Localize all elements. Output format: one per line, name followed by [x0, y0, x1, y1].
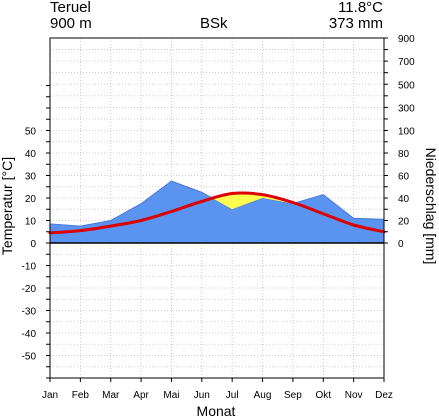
y-tick-label-left: 30 — [25, 172, 37, 183]
y-tick-label-left: 10 — [25, 217, 37, 228]
y-tick-label-right: 60 — [398, 172, 410, 183]
y-tick-label-right: 40 — [398, 194, 410, 205]
station-elevation: 900 m — [50, 15, 92, 32]
y-tick-label-right: 20 — [398, 217, 410, 228]
arid-period-area — [232, 193, 263, 210]
y-tick-label-right: 100 — [398, 127, 415, 138]
x-tick-label: Feb — [72, 390, 90, 401]
x-axis-label: Monat — [197, 403, 236, 418]
y-tick-label-left: -40 — [22, 329, 37, 340]
y-tick-label-right: 700 — [398, 57, 415, 68]
temperature-line — [48, 191, 386, 235]
x-tick-label: Aug — [254, 390, 272, 401]
y-tick-label-right: 500 — [398, 80, 415, 91]
x-tick-label: Mar — [102, 390, 120, 401]
y-tick-label-right: 900 — [398, 34, 415, 45]
mean-temperature: 11.8°C — [338, 0, 383, 16]
x-tick-label: Dez — [375, 390, 393, 401]
y-tick-label-left: 0 — [30, 239, 36, 250]
plot-area — [48, 180, 386, 244]
x-tick-label: Okt — [315, 390, 331, 401]
x-tick-label: Mai — [163, 390, 179, 401]
y-axis-label-right: Niederschlag [mm] — [423, 148, 439, 265]
y-tick-label-right: 300 — [398, 103, 415, 114]
y-tick-label-right: 0 — [398, 239, 404, 250]
y-tick-label-left: -30 — [22, 307, 37, 318]
annual-precipitation: 373 mm — [328, 15, 383, 32]
y-tick-label-left: -10 — [22, 262, 37, 273]
x-tick-label: Nov — [345, 390, 363, 401]
plot-frame — [49, 37, 385, 379]
station-name: Teruel — [50, 0, 91, 16]
y-tick-label-right: 80 — [398, 149, 410, 160]
x-tick-label: Apr — [133, 390, 149, 401]
y-tick-label-left: 40 — [25, 149, 37, 160]
x-tick-label: Jul — [226, 390, 239, 401]
y-axis-label-left: Temperatur [°C] — [0, 157, 15, 255]
axes: -50-40-30-20-100102030405002040608010030… — [22, 34, 416, 401]
x-tick-label: Jan — [42, 390, 58, 401]
x-tick-label: Sep — [284, 390, 302, 401]
x-tick-label: Jun — [194, 390, 210, 401]
y-tick-label-left: 50 — [25, 127, 37, 138]
climate-class: BSk — [200, 15, 228, 32]
y-tick-label-left: -50 — [22, 352, 37, 363]
y-tick-label-left: 20 — [25, 194, 37, 205]
y-tick-label-left: -20 — [22, 284, 37, 295]
